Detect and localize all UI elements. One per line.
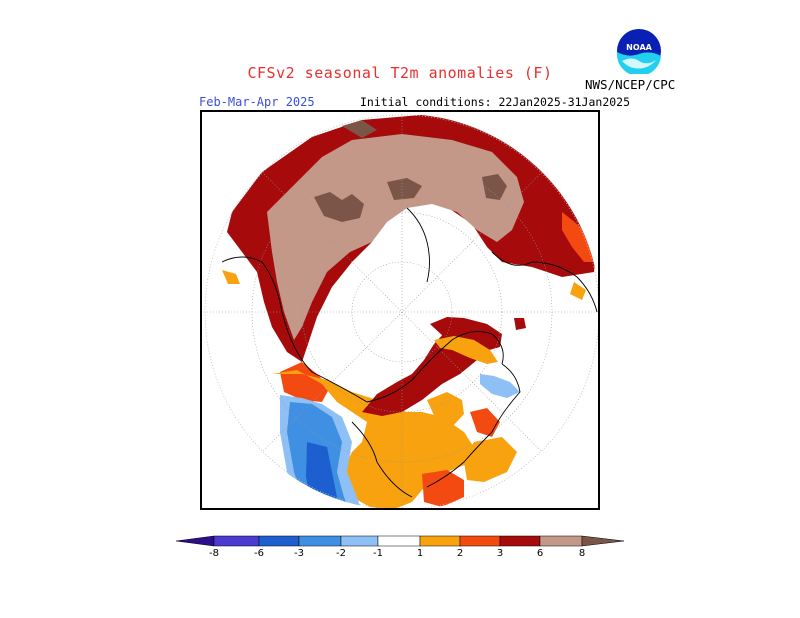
east-us-anomaly-1to2	[464, 437, 517, 482]
colorbar-seg-1-2	[419, 535, 461, 547]
agency-label: NWS/NCEP/CPC	[585, 77, 676, 92]
colorbar-seg-gt-8	[581, 535, 625, 547]
map-panel	[200, 110, 600, 510]
iceland-anomaly-3to6	[514, 318, 526, 330]
eurasia-anomaly-gt8-b	[387, 178, 422, 200]
colorbar-tick: 3	[496, 548, 504, 559]
colorbar-seg-neg6-neg3	[258, 535, 300, 547]
greenland-anomaly-1to2	[434, 336, 498, 364]
pacific-anomaly-1to2	[222, 270, 240, 284]
colorbar-tick: 1	[416, 548, 424, 559]
graticule	[204, 114, 598, 508]
east-asia-anomaly-2to3	[562, 212, 597, 262]
japan-anomaly-1to2	[570, 282, 586, 300]
colorbar-seg-neg1-1	[377, 535, 421, 547]
colorbar-tick: -1	[373, 548, 383, 559]
coastlines	[221, 207, 598, 498]
noaa-logo: NOAA	[616, 28, 662, 77]
east-us-anomaly-2to3	[422, 470, 464, 507]
hudson-anomaly-1to2	[427, 392, 464, 427]
colorbar-seg-lt-neg8	[175, 535, 215, 547]
polar-map	[204, 114, 598, 508]
season-label: Feb-Mar-Apr 2025	[199, 95, 315, 109]
colorbar-tick: -3	[294, 548, 304, 559]
colorbar-seg-neg2-neg1	[340, 535, 379, 547]
colorbar-tick: 2	[456, 548, 464, 559]
eurasia-anomaly-6to8	[267, 134, 524, 340]
colorbar-tick: -2	[336, 548, 346, 559]
colorbar-seg-2-3	[459, 535, 501, 547]
colorbar-tick: -8	[209, 548, 219, 559]
eurasia-anomaly-gt8-a	[314, 192, 364, 222]
colorbar-seg-6-8	[539, 535, 583, 547]
greenland-anomaly-3to6	[430, 317, 502, 352]
colorbar-seg-neg3-neg2	[298, 535, 342, 547]
chart-title: CFSv2 seasonal T2m anomalies (F)	[247, 64, 553, 82]
labrador-anomaly-2to3	[470, 408, 500, 437]
colorbar-tick: 6	[536, 548, 544, 559]
colorbar-tick: -6	[254, 548, 264, 559]
initial-conditions-label: Initial conditions: 22Jan2025-31Jan2025	[360, 95, 631, 109]
logo-text: NOAA	[626, 43, 652, 52]
eurasia-anomaly-gt8-d	[342, 120, 377, 138]
colorbar-seg-neg8-neg6	[213, 535, 260, 547]
colorbar	[170, 532, 630, 554]
colorbar-seg-3-6	[499, 535, 541, 547]
eurasia-anomaly-gt8-c	[482, 174, 507, 200]
colorbar-tick: 8	[578, 548, 586, 559]
scandinavia-cold-neg1to2	[480, 374, 520, 398]
